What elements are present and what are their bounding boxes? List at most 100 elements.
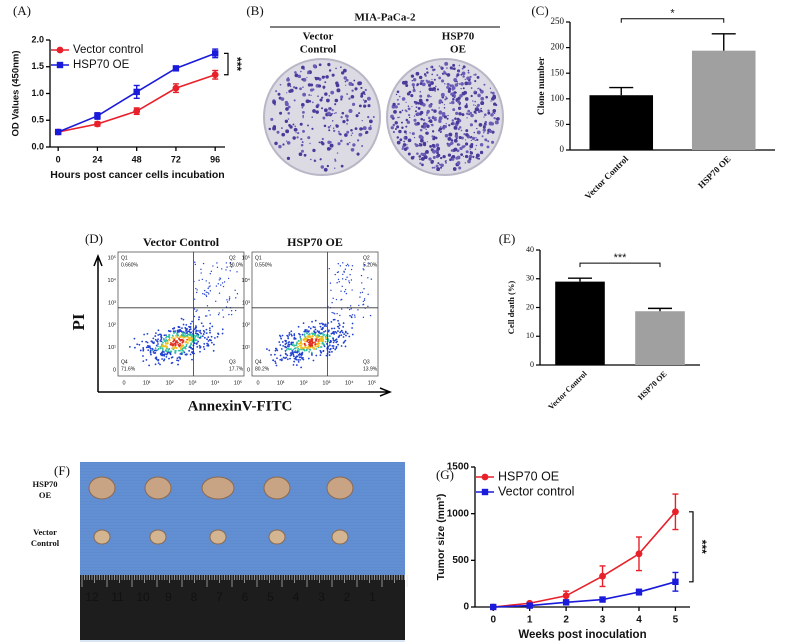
event bbox=[348, 282, 351, 284]
colony bbox=[413, 136, 416, 139]
colony bbox=[292, 136, 296, 140]
series-line bbox=[493, 511, 677, 608]
colony bbox=[459, 107, 461, 110]
event bbox=[196, 342, 198, 344]
event bbox=[345, 264, 348, 267]
event bbox=[359, 296, 361, 298]
colony bbox=[421, 163, 424, 167]
colony bbox=[461, 145, 464, 148]
row-label: Control bbox=[31, 538, 60, 548]
event bbox=[291, 334, 293, 337]
event bbox=[337, 343, 339, 346]
colony bbox=[432, 149, 436, 154]
event bbox=[166, 350, 169, 353]
colony bbox=[483, 113, 487, 117]
event bbox=[300, 347, 303, 350]
event bbox=[154, 335, 157, 337]
ruler bbox=[80, 575, 405, 640]
quadrant-name: Q2 bbox=[229, 255, 236, 261]
event bbox=[157, 359, 160, 361]
event bbox=[297, 347, 300, 350]
colony bbox=[420, 152, 424, 156]
event bbox=[289, 357, 291, 360]
event bbox=[286, 354, 289, 357]
event bbox=[321, 332, 324, 335]
event bbox=[292, 348, 295, 351]
colony bbox=[426, 111, 429, 115]
marker bbox=[526, 602, 533, 609]
colony bbox=[487, 109, 490, 112]
colony bbox=[317, 95, 319, 97]
event bbox=[341, 278, 344, 280]
event bbox=[332, 331, 335, 333]
event bbox=[286, 345, 289, 348]
event bbox=[179, 342, 181, 345]
colony bbox=[294, 71, 297, 74]
event bbox=[142, 348, 145, 351]
colony bbox=[334, 159, 337, 162]
colony bbox=[302, 129, 305, 133]
colony bbox=[325, 75, 329, 79]
colony bbox=[430, 65, 433, 68]
colony bbox=[329, 107, 332, 110]
event bbox=[152, 351, 155, 353]
event bbox=[157, 329, 160, 332]
colony bbox=[348, 109, 353, 114]
event bbox=[315, 348, 318, 350]
x-tick-label: 2 bbox=[563, 615, 569, 626]
colony bbox=[489, 87, 492, 89]
event bbox=[349, 274, 351, 276]
event bbox=[340, 329, 343, 332]
event bbox=[143, 333, 146, 336]
event bbox=[278, 341, 281, 343]
marker bbox=[672, 578, 679, 585]
event bbox=[154, 338, 157, 341]
colony bbox=[419, 82, 423, 86]
event bbox=[329, 282, 332, 284]
event bbox=[315, 354, 318, 357]
marker bbox=[635, 550, 643, 558]
event bbox=[362, 300, 365, 303]
event bbox=[136, 343, 139, 346]
legend-label: HSP70 OE bbox=[498, 469, 559, 483]
event bbox=[180, 346, 183, 349]
event bbox=[279, 358, 282, 361]
event bbox=[337, 278, 340, 281]
colony bbox=[430, 81, 434, 85]
flow-frame bbox=[251, 251, 379, 377]
colony bbox=[296, 136, 299, 139]
event bbox=[300, 356, 303, 359]
event bbox=[164, 342, 167, 344]
colony bbox=[326, 146, 331, 151]
colony bbox=[474, 73, 477, 76]
event bbox=[203, 348, 206, 351]
event bbox=[322, 338, 325, 341]
colony bbox=[447, 143, 451, 147]
event bbox=[167, 329, 170, 332]
event bbox=[217, 283, 220, 285]
event bbox=[330, 289, 332, 291]
colony bbox=[358, 132, 363, 137]
colony bbox=[284, 102, 289, 107]
colony bbox=[464, 97, 469, 101]
event bbox=[268, 349, 271, 352]
colony bbox=[301, 106, 304, 109]
event bbox=[284, 339, 287, 342]
colony bbox=[422, 118, 426, 122]
colony bbox=[419, 128, 423, 132]
event bbox=[201, 278, 204, 281]
colony bbox=[409, 132, 411, 134]
event bbox=[312, 326, 315, 328]
event bbox=[311, 342, 314, 344]
colony bbox=[450, 141, 454, 145]
colony bbox=[319, 158, 322, 161]
colony bbox=[364, 88, 367, 92]
event bbox=[226, 301, 229, 303]
event bbox=[179, 352, 182, 355]
event bbox=[193, 328, 196, 331]
event bbox=[345, 278, 347, 281]
event bbox=[175, 341, 177, 344]
event bbox=[166, 340, 169, 343]
event bbox=[234, 289, 236, 291]
event bbox=[317, 341, 320, 344]
